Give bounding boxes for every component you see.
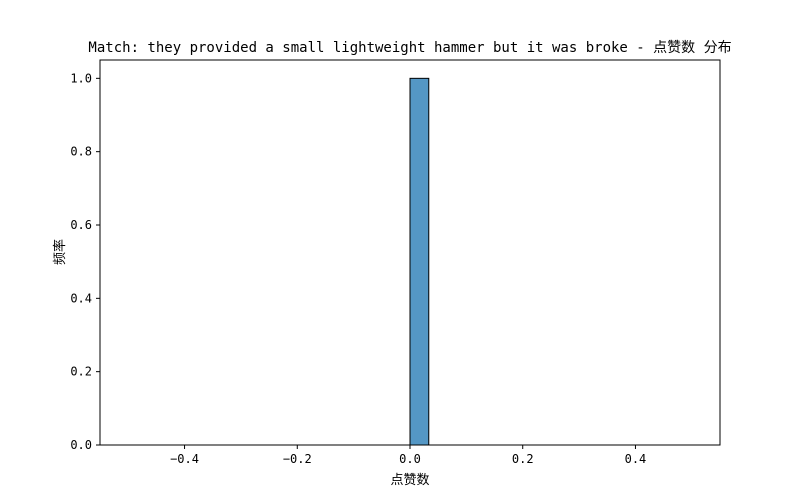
x-axis-label: 点赞数 — [390, 473, 429, 488]
histogram-bar-15 — [409, 77, 430, 446]
y-tick-label: 0.4 — [70, 291, 92, 305]
x-tick-label: 0.0 — [399, 452, 421, 466]
y-axis-label: 频率 — [52, 239, 68, 265]
y-tick-label: 1.0 — [70, 71, 92, 85]
y-tick-label: 0.2 — [70, 365, 92, 379]
bars-layer — [128, 77, 692, 446]
y-tick-label: 0.8 — [70, 145, 92, 159]
y-tick-label: 0.0 — [70, 438, 92, 452]
x-tick-label: −0.4 — [170, 452, 199, 466]
x-tick-label: −0.2 — [283, 452, 312, 466]
y-axis: 0.0 0.2 0.4 0.6 0.8 1.0 — [70, 71, 100, 452]
x-tick-label: 0.2 — [512, 452, 534, 466]
y-tick-label: 0.6 — [70, 218, 92, 232]
x-tick-label: 0.4 — [625, 452, 647, 466]
x-axis: −0.4 −0.2 0.0 0.2 0.4 — [170, 445, 646, 466]
chart-title: Match: they provided a small lightweight… — [88, 40, 731, 56]
